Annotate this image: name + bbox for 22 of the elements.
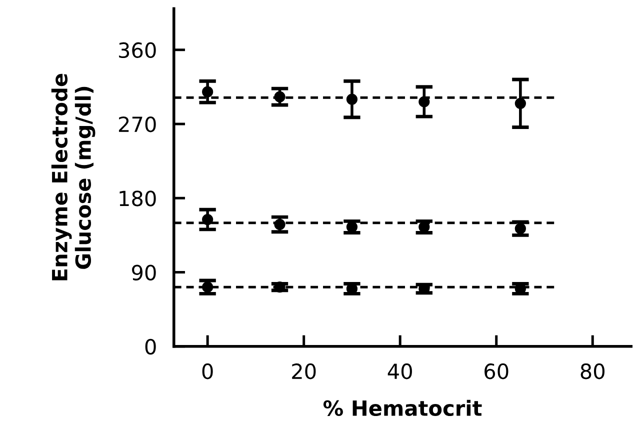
y-tick-label: 90	[132, 264, 156, 280]
y-tick-label: 360	[119, 42, 156, 58]
y-tick-label: 0	[145, 338, 156, 355]
x-tick-label: 20	[292, 363, 316, 380]
point	[202, 86, 214, 98]
x-tick-label: 60	[484, 363, 508, 380]
point	[274, 282, 286, 293]
y-axis-title: Enzyme Electrode Glucose (mg/dl)	[51, 74, 96, 280]
y-tick-label: 270	[118, 116, 156, 132]
point	[514, 98, 526, 109]
x-tick-label: 0	[202, 363, 213, 380]
point	[514, 223, 526, 234]
point	[202, 214, 214, 226]
point	[274, 218, 286, 230]
point	[202, 282, 214, 293]
x-tick-label: 40	[388, 363, 412, 380]
point	[418, 96, 430, 108]
x-tick-label: 80	[580, 363, 604, 380]
point	[274, 91, 286, 102]
point	[346, 94, 358, 105]
x-axis-title: % Hematocrit	[323, 400, 482, 416]
y-tick-label: 180	[120, 190, 156, 206]
